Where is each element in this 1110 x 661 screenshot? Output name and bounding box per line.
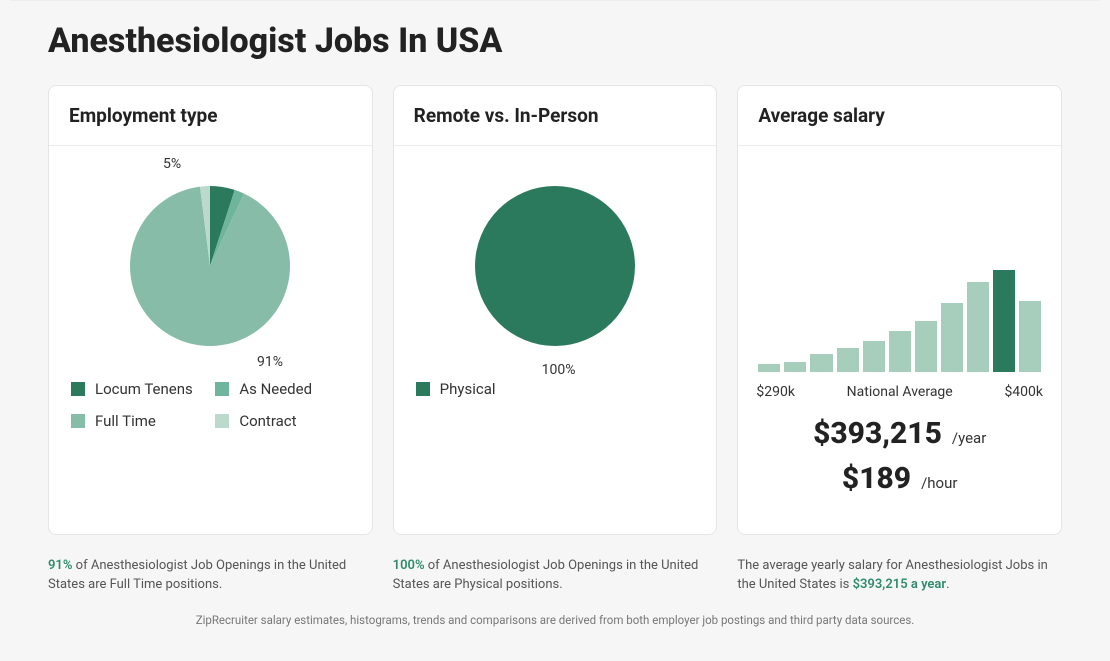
legend-item: Locum Tenens xyxy=(71,380,205,398)
page-title: Anesthesiologist Jobs In USA xyxy=(48,21,1062,61)
histogram-bar xyxy=(941,303,963,372)
remote-card-title: Remote vs. In-Person xyxy=(414,104,697,127)
salary-yearly-unit: /year xyxy=(952,429,986,447)
footer-disclaimer: ZipRecruiter salary estimates, histogram… xyxy=(48,613,1062,641)
histogram-bar xyxy=(889,331,911,372)
remote-caption: 100% of Anesthesiologist Job Openings in… xyxy=(393,557,718,595)
salary-yearly-value: $393,215 xyxy=(813,416,942,451)
salary-axis-mid: National Average xyxy=(795,384,1005,400)
remote-card: Remote vs. In-Person 100% Physical xyxy=(393,85,718,535)
employment-caption-highlight: 91% xyxy=(48,558,72,573)
salary-axis-min: $290k xyxy=(756,384,795,400)
legend-label: As Needed xyxy=(239,380,312,398)
histogram-bar xyxy=(967,282,989,372)
histogram-bar xyxy=(993,270,1015,372)
histogram-bar xyxy=(758,364,780,372)
salary-histogram xyxy=(756,252,1043,372)
remote-pie-wrap: 100% xyxy=(412,156,699,376)
legend-swatch xyxy=(215,414,229,428)
legend-label: Contract xyxy=(239,412,296,430)
remote-pie-chart xyxy=(475,186,635,346)
remote-legend: Physical xyxy=(412,376,699,408)
employment-legend: Locum Tenens As Needed Full Time Contract xyxy=(67,376,354,440)
remote-caption-text: of Anesthesiologist Job Openings in the … xyxy=(393,558,699,592)
employment-caption: 91% of Anesthesiologist Job Openings in … xyxy=(48,557,373,595)
caption-row: 91% of Anesthesiologist Job Openings in … xyxy=(48,545,1062,595)
employment-caption-text: of Anesthesiologist Job Openings in the … xyxy=(48,558,346,592)
salary-hourly-unit: /hour xyxy=(921,474,957,492)
cards-row: Employment type 5% 91% Locum Tenens As Nee… xyxy=(48,85,1062,535)
histogram-bar xyxy=(837,348,859,372)
legend-item: Full Time xyxy=(71,412,205,430)
histogram-bar xyxy=(863,341,885,372)
histogram-bar xyxy=(810,354,832,372)
salary-axis-max: $400k xyxy=(1004,384,1043,400)
salary-card: Average salary $290k National Average $4… xyxy=(737,85,1062,535)
pie-label: 100% xyxy=(542,362,576,378)
salary-card-title: Average salary xyxy=(758,104,1041,127)
legend-swatch xyxy=(71,414,85,428)
employment-pie-wrap: 5% 91% xyxy=(67,156,354,376)
salary-caption-post: . xyxy=(946,577,949,592)
pie-label: 5% xyxy=(163,156,181,172)
histogram-bar xyxy=(1019,301,1041,372)
salary-axis: $290k National Average $400k xyxy=(756,384,1043,400)
histogram-bar xyxy=(784,362,806,372)
legend-label: Full Time xyxy=(95,412,156,430)
legend-item: Physical xyxy=(416,380,550,398)
legend-swatch xyxy=(416,382,430,396)
remote-caption-highlight: 100% xyxy=(393,558,425,573)
employment-card: Employment type 5% 91% Locum Tenens As Nee… xyxy=(48,85,373,535)
employment-pie-chart xyxy=(130,186,290,346)
salary-hourly-value: $189 xyxy=(842,461,911,496)
legend-item: As Needed xyxy=(215,380,349,398)
legend-swatch xyxy=(71,382,85,396)
legend-swatch xyxy=(215,382,229,396)
legend-label: Locum Tenens xyxy=(95,380,193,398)
salary-caption: The average yearly salary for Anesthesio… xyxy=(737,557,1062,595)
pie-label: 91% xyxy=(257,354,283,370)
employment-card-title: Employment type xyxy=(69,104,352,127)
legend-item: Contract xyxy=(215,412,349,430)
histogram-bar xyxy=(915,321,937,372)
salary-caption-highlight: $393,215 a year xyxy=(853,577,947,592)
legend-label: Physical xyxy=(440,380,496,398)
